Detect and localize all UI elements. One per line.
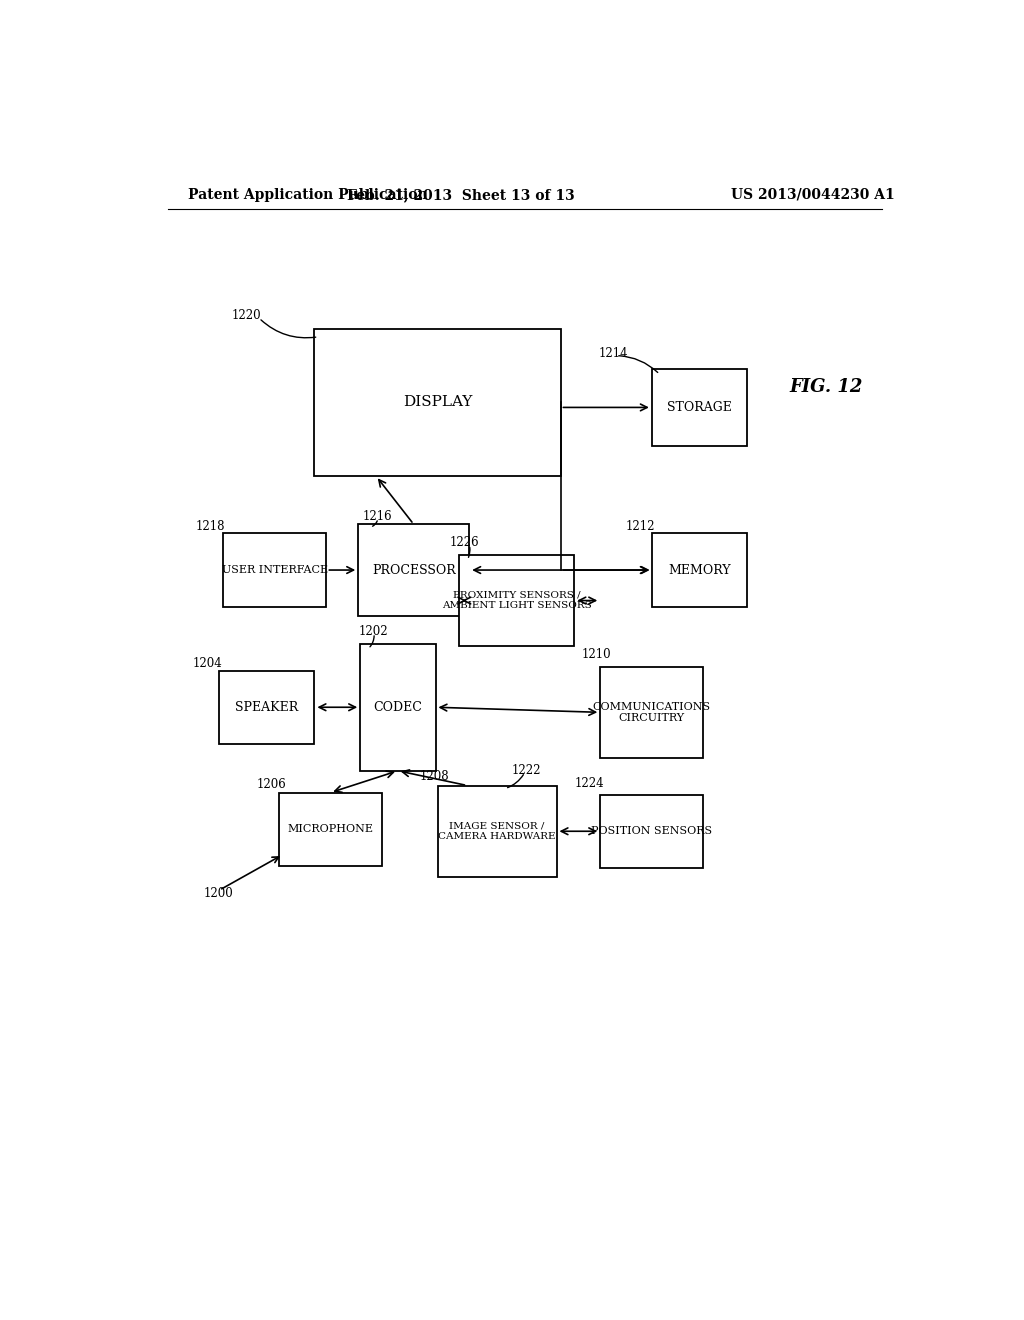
- Text: 1208: 1208: [420, 770, 450, 783]
- Text: FIG. 12: FIG. 12: [790, 378, 863, 396]
- Text: 1204: 1204: [194, 657, 223, 671]
- Text: Feb. 21, 2013  Sheet 13 of 13: Feb. 21, 2013 Sheet 13 of 13: [347, 187, 575, 202]
- Text: COMMUNICATIONS
CIRCUITRY: COMMUNICATIONS CIRCUITRY: [593, 701, 711, 723]
- Text: 1222: 1222: [511, 764, 541, 776]
- Text: 1212: 1212: [626, 520, 655, 533]
- Bar: [600, 795, 703, 867]
- Text: 1218: 1218: [196, 520, 225, 533]
- Text: 1214: 1214: [599, 347, 629, 360]
- Text: 1224: 1224: [574, 777, 604, 789]
- Text: 1200: 1200: [204, 887, 233, 900]
- Bar: [279, 792, 382, 866]
- Text: 1206: 1206: [257, 777, 287, 791]
- Text: PROXIMITY SENSORS /
AMBIENT LIGHT SENSORS: PROXIMITY SENSORS / AMBIENT LIGHT SENSOR…: [442, 591, 592, 610]
- Bar: [360, 644, 435, 771]
- Bar: [219, 671, 314, 744]
- Text: US 2013/0044230 A1: US 2013/0044230 A1: [731, 187, 895, 202]
- Text: DISPLAY: DISPLAY: [402, 395, 472, 409]
- Bar: [437, 785, 557, 876]
- Text: 1210: 1210: [582, 648, 611, 661]
- Text: 1216: 1216: [362, 510, 392, 523]
- Bar: [600, 667, 703, 758]
- Text: STORAGE: STORAGE: [667, 401, 732, 414]
- Text: CODEC: CODEC: [374, 701, 422, 714]
- Bar: [460, 554, 574, 647]
- Text: 1220: 1220: [231, 309, 261, 322]
- Text: Patent Application Publication: Patent Application Publication: [187, 187, 427, 202]
- Text: POSITION SENSORS: POSITION SENSORS: [591, 826, 713, 837]
- Bar: [314, 329, 560, 477]
- Bar: [223, 533, 327, 607]
- Bar: [358, 524, 469, 616]
- Text: USER INTERFACE: USER INTERFACE: [222, 565, 328, 576]
- Text: MEMORY: MEMORY: [668, 564, 731, 577]
- Text: IMAGE SENSOR /
CAMERA HARDWARE: IMAGE SENSOR / CAMERA HARDWARE: [438, 821, 556, 841]
- Text: 1202: 1202: [358, 624, 388, 638]
- Text: MICROPHONE: MICROPHONE: [288, 824, 374, 834]
- Bar: [651, 533, 746, 607]
- Text: PROCESSOR: PROCESSOR: [372, 564, 456, 577]
- Bar: [651, 370, 746, 446]
- Text: SPEAKER: SPEAKER: [236, 701, 299, 714]
- Text: 1226: 1226: [450, 536, 479, 549]
